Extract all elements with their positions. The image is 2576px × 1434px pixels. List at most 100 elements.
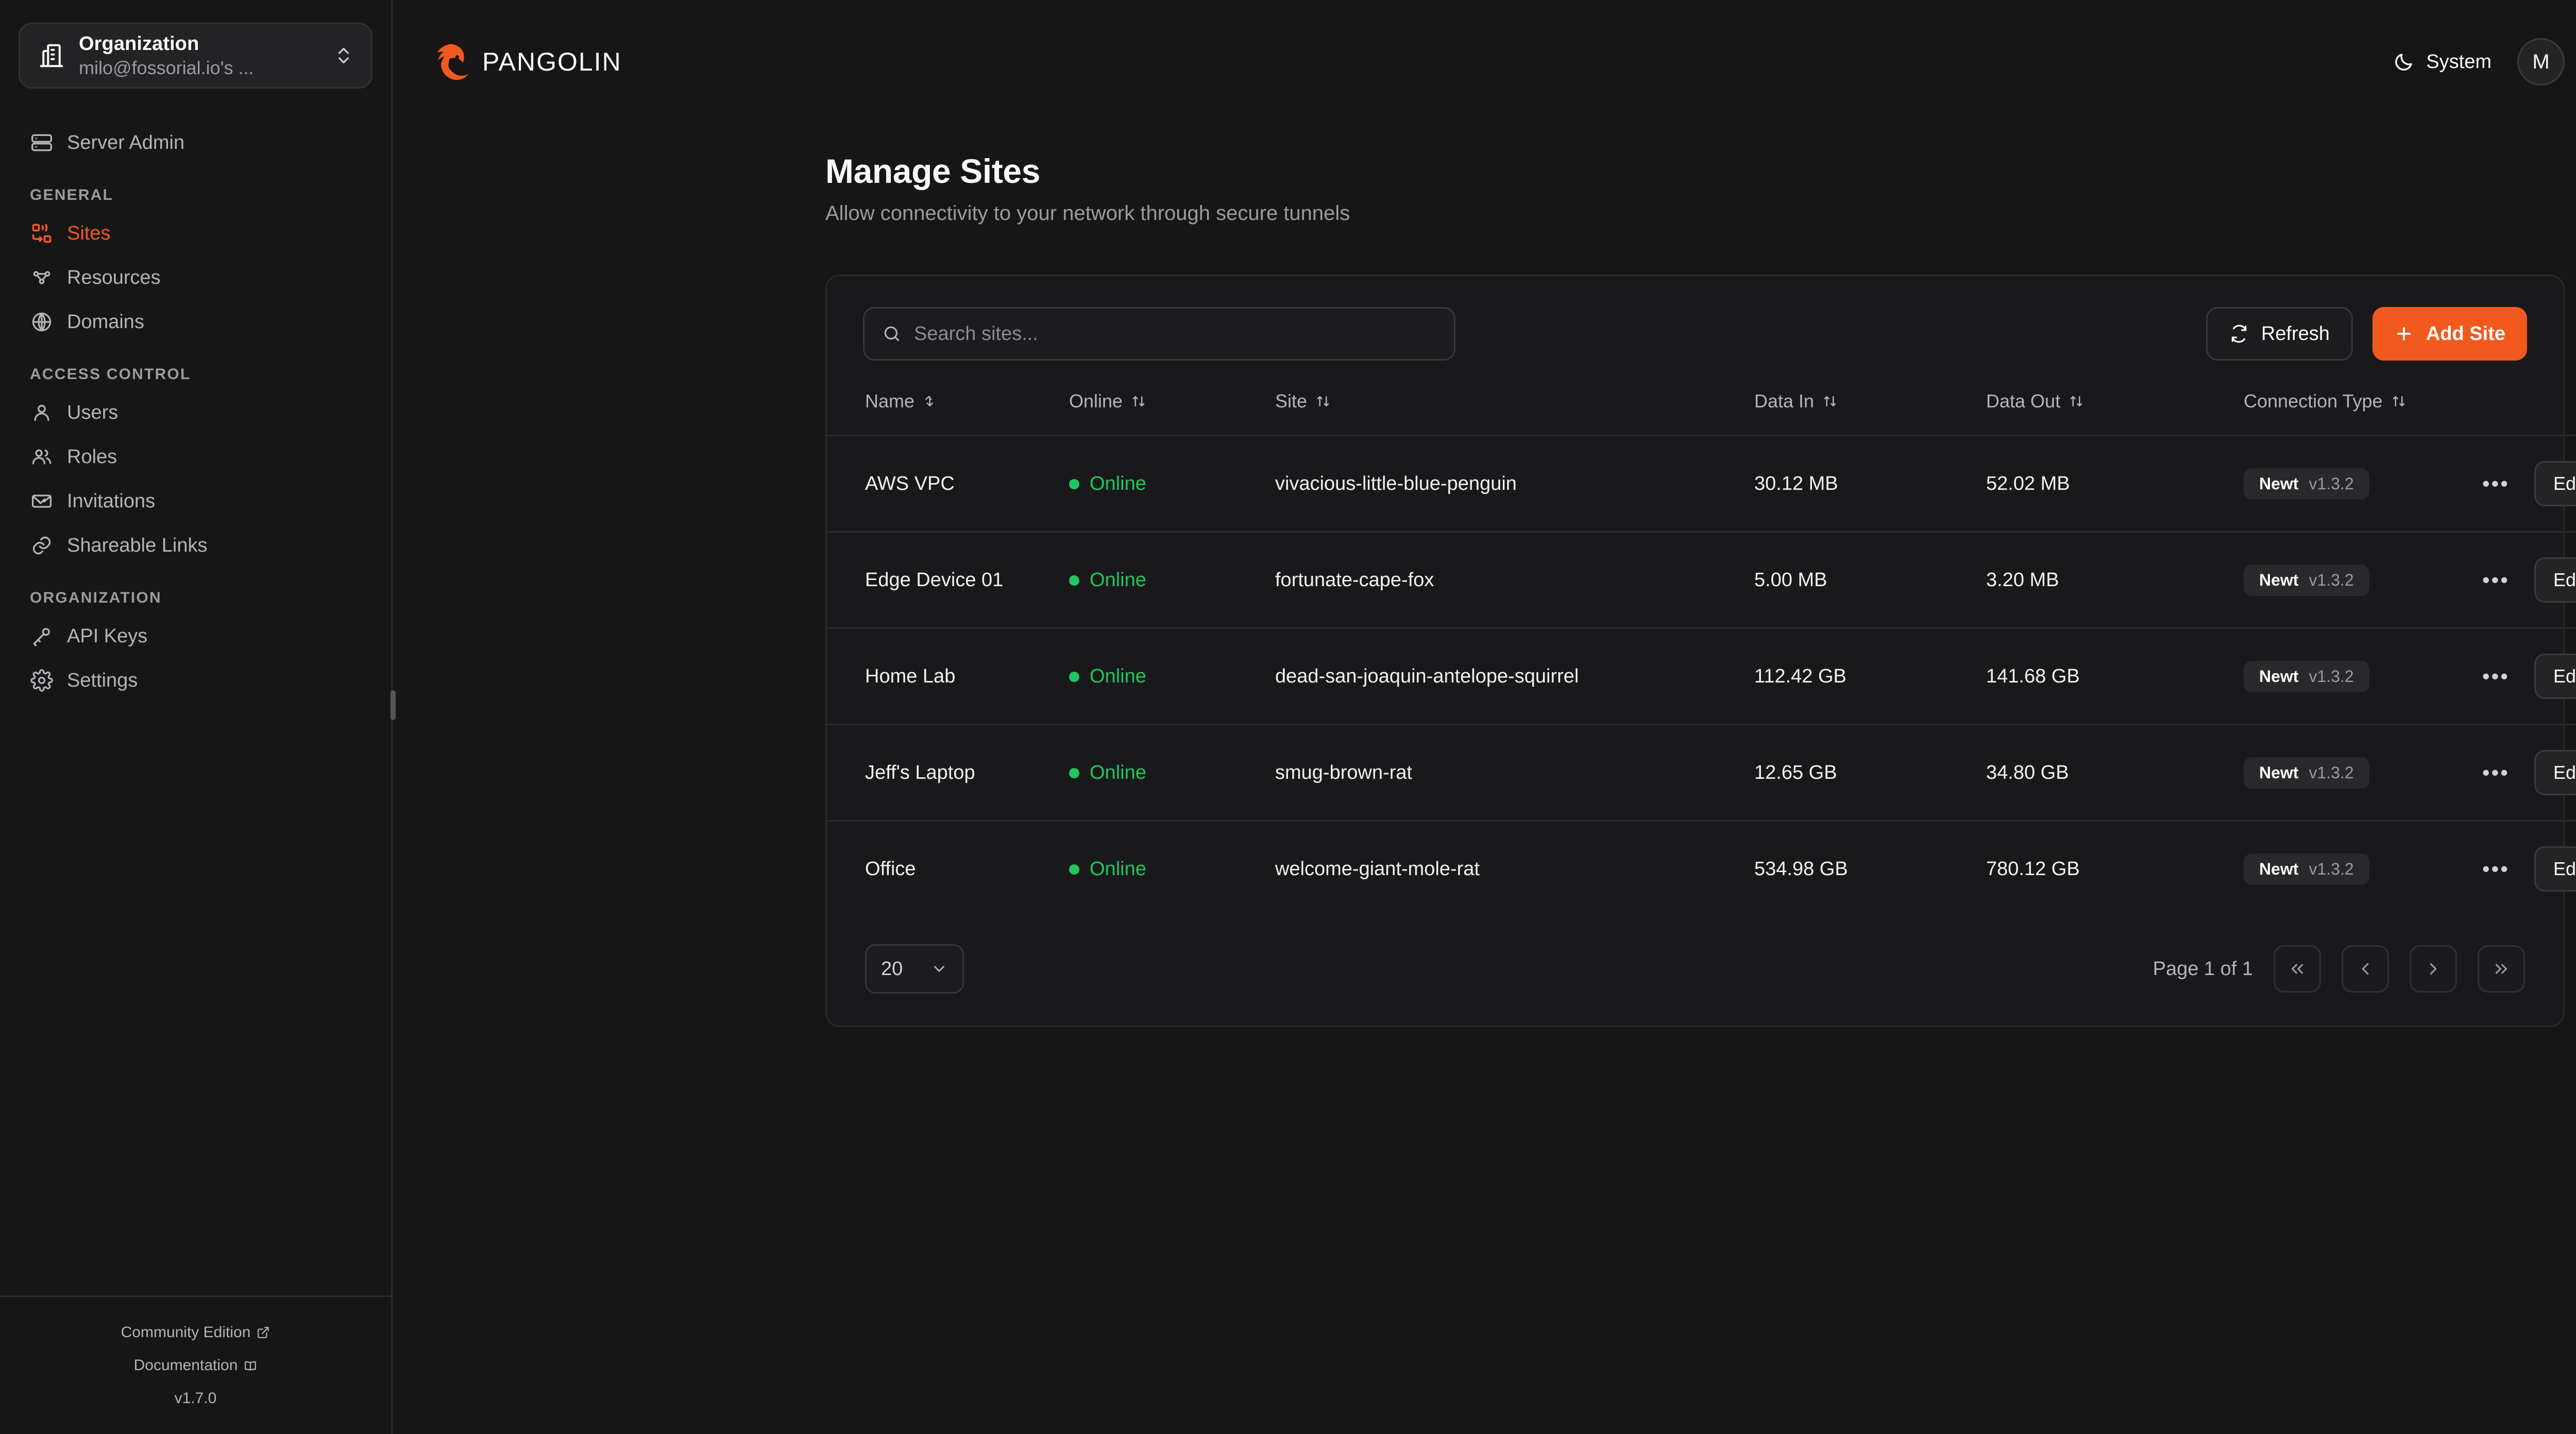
sidebar-item-sites[interactable]: Sites	[19, 211, 372, 255]
table-row[interactable]: AWS VPC Online vivacious-little-blue-pen…	[827, 435, 2576, 532]
prev-page-button[interactable]	[2342, 945, 2389, 993]
status-label: Online	[1090, 762, 1146, 784]
table-row[interactable]: Home Lab Online dead-san-joaquin-antelop…	[827, 628, 2576, 725]
cell-site: welcome-giant-mole-rat	[1275, 858, 1480, 880]
connection-badge: Newt v1.3.2	[2244, 757, 2369, 789]
avatar[interactable]: M	[2517, 38, 2565, 86]
version-label: v1.7.0	[174, 1390, 217, 1407]
brand-logo[interactable]: PANGOLIN	[431, 42, 622, 82]
theme-toggle[interactable]: System	[2393, 51, 2492, 73]
row-more-menu-icon[interactable]: •••	[2482, 568, 2510, 592]
cell-connection-type: Newt v1.3.2	[2244, 436, 2576, 532]
sidebar-resize-handle[interactable]	[391, 690, 396, 720]
connection-version: v1.3.2	[2309, 474, 2354, 493]
sort-icon	[2069, 394, 2084, 409]
sidebar-item-users[interactable]: Users	[19, 390, 372, 435]
search-input[interactable]	[914, 322, 1436, 345]
sites-card: Refresh Add Site	[825, 275, 2576, 1027]
column-header-data-in[interactable]: Data In	[1754, 386, 1986, 436]
column-header-connection-type[interactable]: Connection Type	[2244, 386, 2576, 436]
cell-connection-type: Newt v1.3.2	[2244, 628, 2576, 725]
status-dot-icon	[1069, 767, 1079, 778]
sidebar-item-resources[interactable]: Resources	[19, 255, 372, 300]
sidebar-footer: Community Edition Documentation v1.7.0	[0, 1295, 391, 1434]
sidebar-item-server-admin[interactable]: Server Admin	[19, 121, 372, 165]
status-dot-icon	[1069, 575, 1079, 586]
sidebar-item-label: Sites	[67, 222, 111, 244]
edit-button[interactable]: Edit	[2534, 846, 2576, 892]
page-size-value: 20	[881, 958, 903, 980]
sidebar-item-roles[interactable]: Roles	[19, 435, 372, 479]
column-header-online[interactable]: Online	[1069, 386, 1275, 436]
edit-button[interactable]: Edit	[2534, 557, 2576, 603]
pangolin-logo-icon	[431, 42, 471, 82]
page-size-select[interactable]: 20	[865, 944, 964, 994]
first-page-button[interactable]	[2274, 945, 2321, 993]
table-row[interactable]: Office Online welcome-giant-mole-rat 534…	[827, 821, 2576, 917]
topbar: PANGOLIN System M	[393, 0, 2576, 124]
row-more-menu-icon[interactable]: •••	[2482, 857, 2510, 881]
cell-name: AWS VPC	[865, 472, 955, 494]
documentation-link[interactable]: Documentation	[0, 1357, 391, 1374]
row-more-menu-icon[interactable]: •••	[2482, 760, 2510, 784]
cell-data-in: 12.65 GB	[1754, 761, 1837, 783]
edit-button[interactable]: Edit	[2534, 654, 2576, 699]
table-row[interactable]: Jeff's Laptop Online smug-brown-rat 12.6…	[827, 724, 2576, 821]
chevrons-left-icon	[2287, 959, 2307, 979]
sort-icon	[1822, 394, 1838, 409]
edit-label: Edit	[2553, 569, 2576, 590]
refresh-button[interactable]: Refresh	[2206, 307, 2353, 361]
search-box[interactable]	[863, 307, 1455, 361]
cell-online: Online	[1069, 628, 1275, 725]
page-title: Manage Sites	[825, 152, 1041, 190]
cell-site: fortunate-cape-fox	[1275, 569, 1434, 591]
book-icon	[244, 1359, 257, 1372]
column-header-name[interactable]: Name	[827, 386, 1069, 436]
link-icon	[30, 534, 54, 557]
cell-site: smug-brown-rat	[1275, 761, 1413, 783]
status-dot-icon	[1069, 671, 1079, 682]
table-header-row: Name Online	[827, 386, 2576, 436]
sort-icon	[1315, 394, 1331, 409]
page-header: Manage Sites Allow connectivity to your …	[825, 151, 2565, 225]
connection-name: Newt	[2259, 474, 2299, 493]
connection-version: v1.3.2	[2309, 859, 2354, 878]
column-label: Connection Type	[2244, 390, 2383, 412]
cell-data-out: 3.20 MB	[1986, 569, 2059, 591]
column-header-site[interactable]: Site	[1275, 386, 1754, 436]
refresh-label: Refresh	[2261, 322, 2330, 345]
sidebar-item-settings[interactable]: Settings	[19, 658, 372, 703]
edit-button[interactable]: Edit	[2534, 461, 2576, 506]
org-switcher[interactable]: Organization milo@fossorial.io's ...	[19, 23, 372, 89]
chevron-left-icon	[2355, 959, 2375, 979]
community-edition-link[interactable]: Community Edition	[0, 1324, 391, 1341]
sidebar-item-label: Shareable Links	[67, 534, 208, 556]
edit-button[interactable]: Edit	[2534, 750, 2576, 795]
cell-name: Jeff's Laptop	[865, 761, 975, 783]
column-label: Online	[1069, 390, 1123, 412]
row-more-menu-icon[interactable]: •••	[2482, 664, 2510, 688]
column-header-data-out[interactable]: Data Out	[1986, 386, 2244, 436]
users-icon	[30, 445, 54, 469]
next-page-button[interactable]	[2410, 945, 2457, 993]
sidebar-item-api-keys[interactable]: API Keys	[19, 614, 372, 658]
cell-connection-type: Newt v1.3.2	[2244, 725, 2576, 821]
page-content: Manage Sites Allow connectivity to your …	[393, 124, 2576, 1027]
sidebar-item-domains[interactable]: Domains	[19, 300, 372, 344]
last-page-button[interactable]	[2478, 945, 2525, 993]
sidebar-item-invitations[interactable]: Invitations	[19, 479, 372, 523]
sidebar: Organization milo@fossorial.io's ... Ser…	[0, 0, 396, 1434]
sidebar-item-shareable-links[interactable]: Shareable Links	[19, 523, 372, 568]
moon-icon	[2393, 51, 2415, 73]
table-row[interactable]: Edge Device 01 Online fortunate-cape-fox…	[827, 532, 2576, 628]
cell-site: vivacious-little-blue-penguin	[1275, 472, 1517, 494]
edit-label: Edit	[2553, 858, 2576, 879]
key-icon	[30, 624, 54, 648]
pagination: Page 1 of 1	[2153, 945, 2525, 993]
row-more-menu-icon[interactable]: •••	[2482, 471, 2510, 496]
cell-online: Online	[1069, 436, 1275, 532]
add-site-button[interactable]: Add Site	[2372, 307, 2527, 361]
status-badge: Online	[1069, 569, 1146, 591]
theme-label: System	[2426, 50, 2492, 73]
